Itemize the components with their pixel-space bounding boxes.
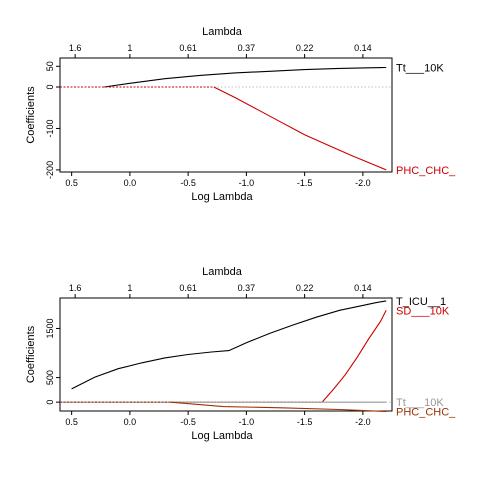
x-tick-label: -0.5 (180, 417, 196, 427)
x-tick-label: -0.5 (180, 178, 196, 188)
x-tick-label: -1.5 (297, 178, 313, 188)
series-line-PHC_CHC_ (170, 401, 387, 413)
y-tick-label: 1500 (45, 318, 55, 338)
x-axis-title: Log Lambda (191, 191, 253, 203)
series-line-PHC_CHC_ (213, 86, 387, 171)
top-tick-label: 1.6 (69, 43, 82, 53)
x-tick-label: 0.0 (124, 178, 137, 188)
x-tick-label: 0.0 (124, 417, 137, 427)
top-tick-label: 0.22 (296, 283, 314, 293)
series-line-Tt___10K (104, 66, 387, 88)
series-label: Tt___10K (396, 63, 444, 75)
x-tick-label: 0.5 (65, 417, 78, 427)
top-axis-title: Lambda (202, 266, 243, 278)
series-label: PHC_CHC_ (396, 406, 456, 418)
y-tick-label: 50 (45, 61, 55, 71)
series-line-SD___10K (321, 310, 387, 403)
top-tick-label: 0.37 (238, 283, 256, 293)
series-line-T_ICU__1 (71, 300, 387, 390)
y-tick-label: 0 (45, 400, 55, 405)
top-tick-label: 0.14 (354, 43, 372, 53)
x-tick-label: -2.0 (355, 178, 371, 188)
top-tick-label: 0.37 (238, 43, 256, 53)
x-tick-label: -1.0 (239, 178, 255, 188)
series-label: T_ICU__1 (396, 296, 446, 308)
x-tick-label: 0.5 (65, 178, 78, 188)
top-tick-label: 0.14 (354, 283, 372, 293)
x-tick-label: -1.5 (297, 417, 313, 427)
top-tick-label: 1.6 (69, 283, 82, 293)
top-tick-label: 0.22 (296, 43, 314, 53)
x-tick-label: -2.0 (355, 417, 371, 427)
y-tick-label: 0 (45, 85, 55, 90)
y-axis-title: Coefficients (25, 325, 37, 383)
top-axis-title: Lambda (202, 26, 243, 38)
series-label: SD___10K (396, 305, 450, 317)
top-tick-label: 0.61 (179, 43, 197, 53)
x-tick-label: -1.0 (239, 417, 255, 427)
y-tick-label: 500 (45, 370, 55, 385)
y-tick-label: -100 (45, 119, 55, 137)
series-label: Tt___10K (396, 397, 444, 409)
top-tick-label: 0.61 (179, 283, 197, 293)
top-tick-label: 1 (127, 283, 132, 293)
series-label: PHC_CHC_ (396, 165, 456, 177)
top-tick-label: 1 (127, 43, 132, 53)
plot-frame-2 (59, 297, 393, 412)
plot-frame-1 (59, 57, 393, 173)
y-tick-label: -200 (45, 161, 55, 179)
y-axis-title: Coefficients (25, 86, 37, 144)
x-axis-title: Log Lambda (191, 430, 253, 442)
